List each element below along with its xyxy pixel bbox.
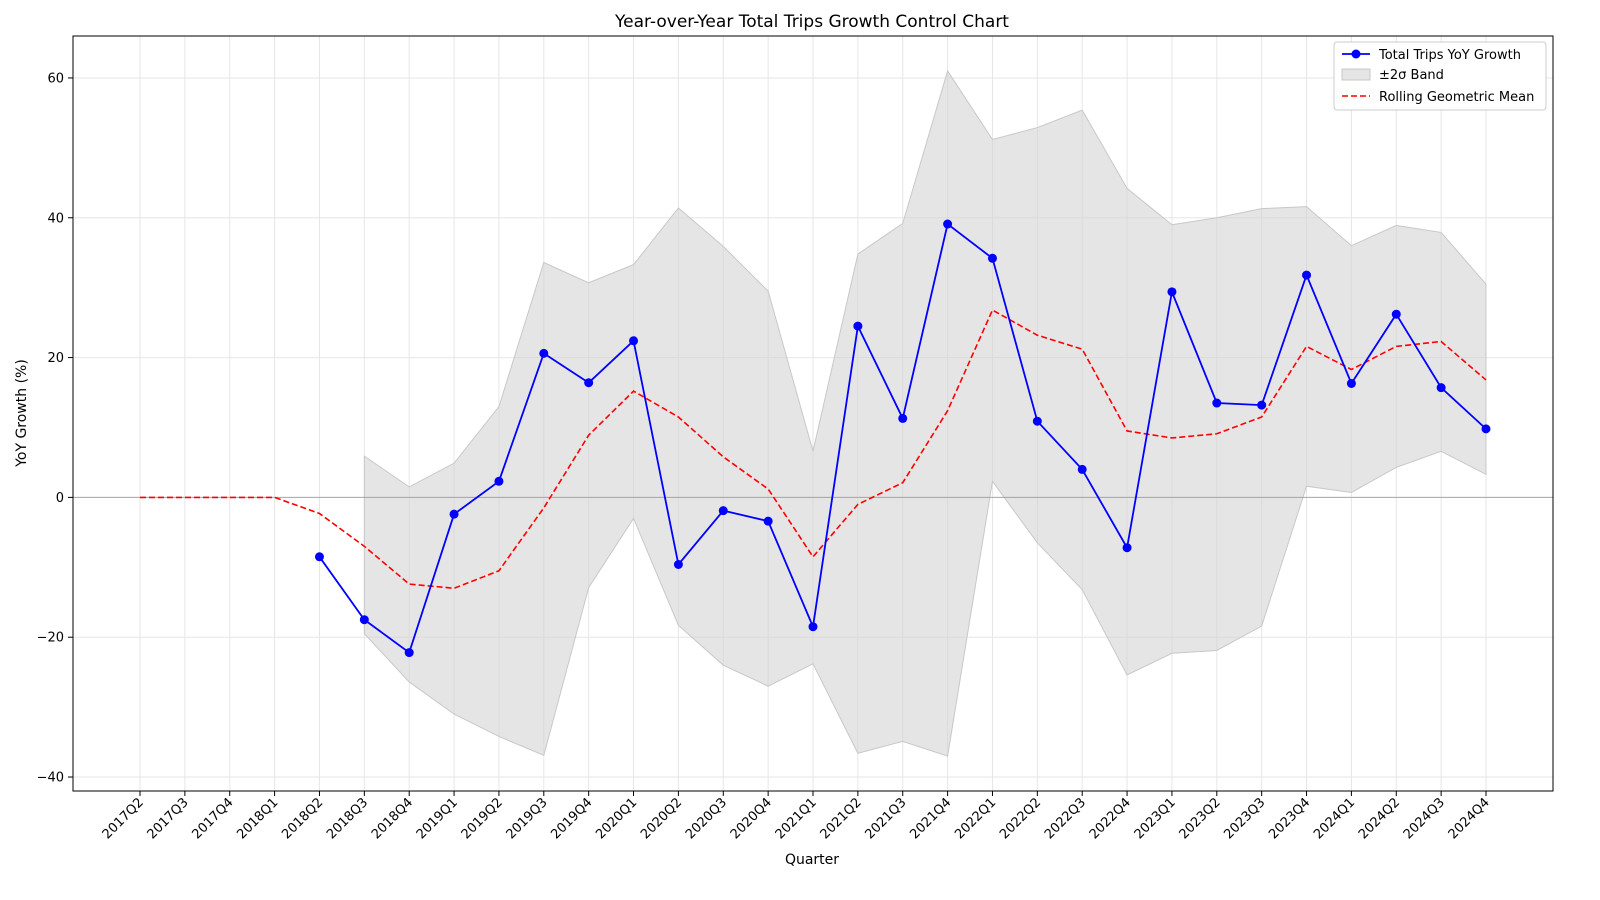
x-tick-label: 2023Q1 xyxy=(1132,795,1179,842)
chart-title: Year-over-Year Total Trips Growth Contro… xyxy=(614,12,1009,32)
data-point-growth xyxy=(987,253,997,263)
data-point-growth xyxy=(1212,398,1222,408)
x-tick-label: 2021Q4 xyxy=(907,795,954,842)
legend-label-growth: Total Trips YoY Growth xyxy=(1378,48,1521,63)
sigma-band-layer xyxy=(363,69,1487,757)
data-point-growth xyxy=(763,516,773,526)
data-point-growth xyxy=(1346,378,1356,388)
x-tick-label: 2024Q3 xyxy=(1401,795,1448,842)
x-tick-label: 2024Q2 xyxy=(1356,795,1403,842)
y-axis: −40 −20 0 20 40 60 xyxy=(37,71,73,786)
data-point-growth xyxy=(449,509,459,519)
data-point-growth xyxy=(1436,383,1446,393)
data-point-growth xyxy=(1391,309,1401,319)
x-tick-label: 2017Q3 xyxy=(145,795,192,842)
x-tick-label: 2022Q1 xyxy=(952,795,999,842)
data-point-growth xyxy=(808,622,818,632)
data-point-growth xyxy=(1257,400,1267,410)
y-tick-label: 40 xyxy=(47,211,64,226)
sigma-band xyxy=(363,69,1487,757)
legend: Total Trips YoY Growth ±2σ Band Rolling … xyxy=(1333,41,1547,111)
x-tick-label: 2022Q4 xyxy=(1087,795,1134,842)
data-point-growth xyxy=(853,321,863,331)
x-tick-label: 2024Q1 xyxy=(1311,795,1358,842)
x-tick-label: 2023Q3 xyxy=(1221,795,1268,842)
x-tick-label: 2019Q3 xyxy=(504,795,551,842)
x-tick-label: 2019Q4 xyxy=(548,795,595,842)
x-tick-label: 2017Q4 xyxy=(189,795,236,842)
x-tick-label: 2020Q3 xyxy=(683,795,730,842)
series-line-rolling-mean xyxy=(140,308,1487,590)
legend-label-band: ±2σ Band xyxy=(1379,68,1444,83)
data-point-growth xyxy=(943,219,953,229)
x-tick-label: 2024Q4 xyxy=(1446,795,1493,842)
x-tick-label: 2021Q2 xyxy=(818,795,865,842)
data-point-growth xyxy=(1167,287,1177,297)
data-point-growth xyxy=(1077,464,1087,474)
data-point-growth xyxy=(898,413,908,423)
y-tick-label: 60 xyxy=(47,71,64,86)
x-tick-label: 2021Q3 xyxy=(862,795,909,842)
data-point-growth xyxy=(718,506,728,516)
y-tick-label: −20 xyxy=(37,631,64,646)
x-tick-label: 2020Q1 xyxy=(593,795,640,842)
data-point-growth xyxy=(673,560,683,569)
y-tick-label: 20 xyxy=(47,351,64,366)
data-point-growth xyxy=(1302,270,1312,280)
x-tick-label: 2017Q2 xyxy=(100,795,147,842)
y-axis-label: YoY Growth (%) xyxy=(14,359,30,468)
x-axis-label: Quarter xyxy=(785,852,839,868)
x-tick-label: 2018Q2 xyxy=(279,795,326,842)
legend-swatch-band xyxy=(1341,68,1371,81)
data-point-growth xyxy=(584,378,594,388)
y-tick-label: 0 xyxy=(56,491,64,506)
y-tick-label: −40 xyxy=(37,771,64,786)
data-point-growth xyxy=(494,476,504,486)
legend-box xyxy=(1333,41,1547,111)
data-point-growth xyxy=(314,552,324,562)
legend-marker-growth xyxy=(1351,49,1361,59)
x-tick-label: 2023Q2 xyxy=(1177,795,1224,842)
x-axis: 2017Q22017Q32017Q42018Q12018Q22018Q32018… xyxy=(100,791,1493,842)
x-tick-label: 2018Q3 xyxy=(324,795,371,842)
x-tick-label: 2021Q1 xyxy=(773,795,820,842)
x-tick-label: 2018Q4 xyxy=(369,795,416,842)
data-point-growth xyxy=(539,348,549,358)
data-point-growth xyxy=(629,336,639,346)
x-tick-label: 2019Q1 xyxy=(414,795,461,842)
x-tick-label: 2019Q2 xyxy=(459,795,506,842)
data-point-growth xyxy=(359,615,369,625)
x-tick-label: 2020Q4 xyxy=(728,795,775,842)
data-point-growth xyxy=(404,648,414,658)
data-point-growth xyxy=(1032,416,1042,426)
series-layer xyxy=(140,219,1491,658)
x-tick-label: 2023Q4 xyxy=(1266,795,1313,842)
x-tick-label: 2018Q1 xyxy=(234,795,281,842)
data-point-growth xyxy=(1122,543,1132,553)
x-tick-label: 2022Q3 xyxy=(1042,795,1089,842)
x-tick-label: 2022Q2 xyxy=(997,795,1044,842)
x-tick-label: 2020Q2 xyxy=(638,795,685,842)
legend-label-mean: Rolling Geometric Mean xyxy=(1379,90,1534,105)
data-point-growth xyxy=(1481,424,1491,434)
